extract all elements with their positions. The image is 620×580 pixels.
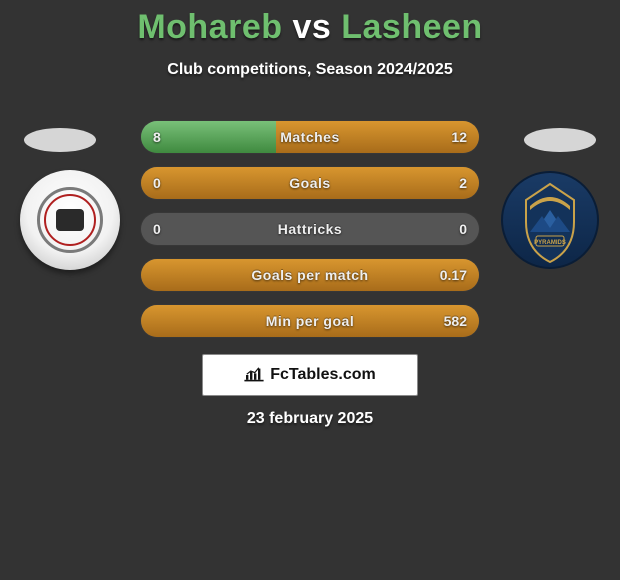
- svg-text:PYRAMIDS: PYRAMIDS: [534, 240, 566, 246]
- stats-panel: 8Matches120Goals20Hattricks0Goals per ma…: [140, 120, 480, 350]
- player1-avatar: [24, 128, 96, 152]
- stat-value-right: 12: [451, 121, 467, 153]
- page-title: Mohareb vs Lasheen: [0, 0, 620, 47]
- stat-label: Goals per match: [141, 259, 479, 291]
- player1-name: Mohareb: [137, 8, 282, 46]
- stat-label: Matches: [141, 121, 479, 153]
- stat-value-right: 2: [459, 167, 467, 199]
- player2-name: Lasheen: [341, 8, 482, 46]
- stat-label: Hattricks: [141, 213, 479, 245]
- pyramids-badge-icon: PYRAMIDS: [500, 170, 600, 270]
- club-badge-ring: [37, 187, 103, 253]
- stat-label: Goals: [141, 167, 479, 199]
- vs-label: vs: [292, 8, 331, 46]
- player1-club-badge: [20, 170, 120, 270]
- stat-row: Goals per match0.17: [140, 258, 480, 292]
- stat-label: Min per goal: [141, 305, 479, 337]
- chart-icon: [244, 367, 264, 383]
- stat-value-right: 582: [444, 305, 467, 337]
- stat-value-right: 0: [459, 213, 467, 245]
- stat-row: Min per goal582: [140, 304, 480, 338]
- stat-value-right: 0.17: [440, 259, 467, 291]
- stat-row: 0Goals2: [140, 166, 480, 200]
- player2-club-badge: PYRAMIDS: [500, 170, 600, 270]
- brand-badge[interactable]: FcTables.com: [202, 354, 418, 396]
- subtitle: Club competitions, Season 2024/2025: [0, 61, 620, 79]
- stat-row: 0Hattricks0: [140, 212, 480, 246]
- date-label: 23 february 2025: [0, 410, 620, 428]
- brand-name: FcTables.com: [270, 366, 376, 384]
- player2-avatar: [524, 128, 596, 152]
- stat-row: 8Matches12: [140, 120, 480, 154]
